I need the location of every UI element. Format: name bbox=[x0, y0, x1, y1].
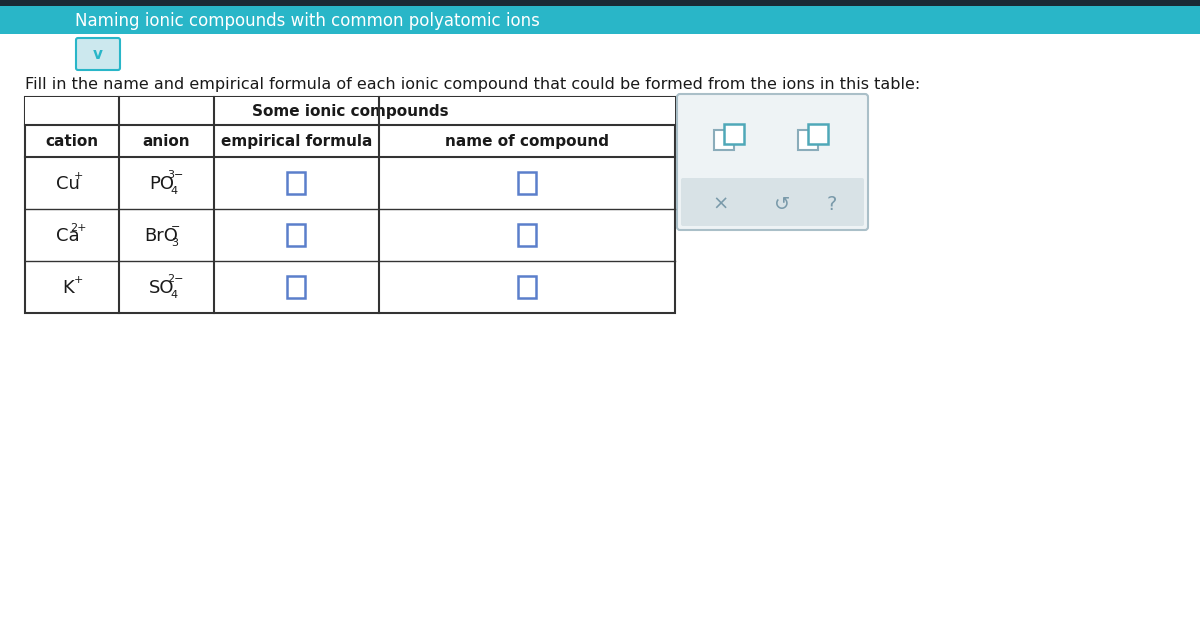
Text: 2−: 2− bbox=[167, 274, 184, 284]
FancyBboxPatch shape bbox=[76, 38, 120, 70]
Text: PO: PO bbox=[149, 175, 174, 193]
Text: Ca: Ca bbox=[56, 227, 80, 245]
Text: SO: SO bbox=[149, 279, 174, 297]
Text: BrO: BrO bbox=[144, 227, 179, 245]
Bar bbox=[0, 0, 1200, 6]
Bar bbox=[287, 224, 305, 246]
Text: +: + bbox=[73, 275, 83, 285]
FancyBboxPatch shape bbox=[677, 94, 868, 230]
Text: 4: 4 bbox=[170, 186, 178, 196]
Bar bbox=[798, 130, 817, 150]
Text: Cu: Cu bbox=[56, 175, 80, 193]
Bar bbox=[25, 97, 674, 313]
Text: ×: × bbox=[713, 194, 728, 213]
FancyBboxPatch shape bbox=[682, 178, 864, 226]
Text: name of compound: name of compound bbox=[445, 133, 610, 149]
Text: 2+: 2+ bbox=[70, 223, 86, 233]
Bar bbox=[0, 6, 1200, 34]
Bar bbox=[287, 172, 305, 194]
Bar bbox=[287, 276, 305, 298]
Bar bbox=[518, 224, 536, 246]
Text: +: + bbox=[73, 171, 83, 181]
Text: 3−: 3− bbox=[167, 170, 184, 180]
Text: Naming ionic compounds with common polyatomic ions: Naming ionic compounds with common polya… bbox=[74, 12, 540, 30]
Text: v: v bbox=[94, 47, 103, 62]
Text: ↺: ↺ bbox=[774, 194, 790, 213]
Text: Some ionic compounds: Some ionic compounds bbox=[252, 103, 449, 119]
Text: ?: ? bbox=[827, 194, 836, 213]
Text: K: K bbox=[62, 279, 74, 297]
Text: empirical formula: empirical formula bbox=[221, 133, 372, 149]
Bar bbox=[518, 276, 536, 298]
Text: Fill in the name and empirical formula of each ionic compound that could be form: Fill in the name and empirical formula o… bbox=[25, 76, 920, 92]
Text: cation: cation bbox=[46, 133, 98, 149]
Text: 4: 4 bbox=[170, 290, 178, 300]
Text: −: − bbox=[170, 222, 180, 232]
Bar bbox=[25, 97, 674, 125]
Bar bbox=[518, 172, 536, 194]
Bar bbox=[808, 124, 828, 144]
Text: 3: 3 bbox=[170, 238, 178, 248]
Text: anion: anion bbox=[143, 133, 190, 149]
Bar bbox=[725, 124, 744, 144]
Bar bbox=[714, 130, 734, 150]
